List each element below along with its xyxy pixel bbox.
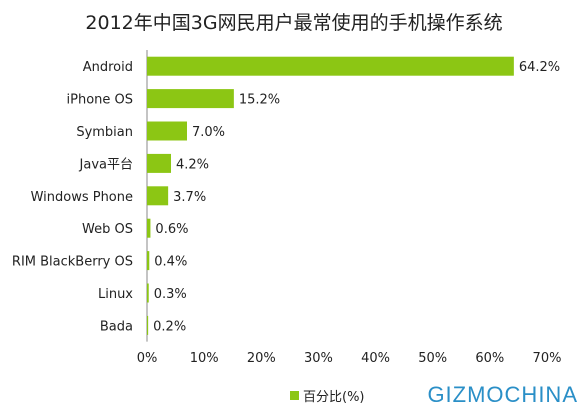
category-label: Web OS: [82, 222, 133, 237]
chart-title: 2012年中国3G网民用户最常使用的手机操作系统: [85, 12, 503, 34]
category-label: Java平台: [79, 157, 133, 172]
category-label: Symbian: [76, 125, 133, 140]
data-label: 15.2%: [239, 93, 280, 108]
x-tick-label: 60%: [475, 351, 504, 366]
bar: [147, 121, 187, 141]
watermark-logo: GIZMOCHINA: [427, 382, 578, 407]
category-label: RIM BlackBerry OS: [12, 255, 133, 270]
x-tick-label: 20%: [247, 351, 276, 366]
data-label: 0.6%: [155, 222, 188, 237]
bar: [147, 315, 149, 335]
x-tick-label: 30%: [304, 351, 333, 366]
category-label: Android: [83, 60, 133, 75]
data-label: 64.2%: [519, 60, 560, 75]
x-tick-label: 70%: [533, 351, 562, 366]
legend-swatch: [290, 391, 299, 400]
bar: [147, 218, 151, 238]
data-label: 7.0%: [192, 125, 225, 140]
bar: [147, 283, 149, 303]
chart-legend: 百分比(%): [290, 386, 365, 405]
bar: [147, 251, 150, 271]
bar: [147, 56, 514, 76]
data-label: 3.7%: [173, 190, 206, 205]
x-tick-label: 10%: [190, 351, 219, 366]
category-label: Linux: [98, 287, 133, 302]
data-label: 0.3%: [154, 287, 187, 302]
bar: [147, 89, 234, 109]
x-tick-label: 0%: [137, 351, 158, 366]
category-label: Windows Phone: [31, 190, 133, 205]
data-label: 0.2%: [153, 319, 186, 334]
x-tick-label: 50%: [418, 351, 447, 366]
bar: [147, 186, 169, 206]
x-tick-label: 40%: [361, 351, 390, 366]
bar: [147, 153, 171, 173]
data-label: 4.2%: [176, 157, 209, 172]
data-label: 0.4%: [154, 255, 187, 270]
legend-label: 百分比(%): [303, 390, 365, 405]
category-label: iPhone OS: [67, 93, 134, 108]
category-label: Bada: [100, 319, 133, 334]
